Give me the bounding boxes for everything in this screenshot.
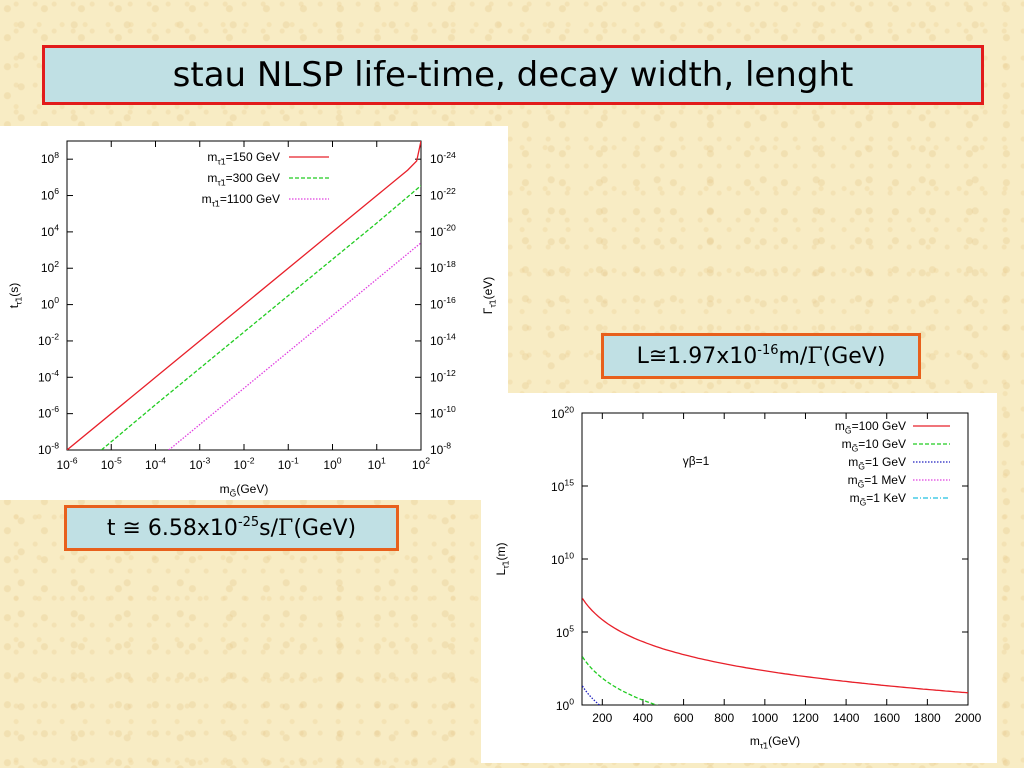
y-tick-label: 1020 [551, 405, 574, 421]
formula-approx: ≅ [122, 516, 141, 541]
y2-tick-label: 10-8 [430, 441, 451, 457]
y2-tick-label: 10-16 [430, 295, 456, 311]
y-tick-label: 104 [41, 222, 59, 238]
y2-tick-label: 10-22 [430, 186, 456, 202]
formula-symbol: L [636, 344, 649, 369]
x-tick-label: 10-4 [145, 456, 166, 472]
lifetime-chart-panel: 10-6 10-5 10-4 10-3 10-2 10-1 100 101 102 10-8 10-… [0, 126, 508, 500]
x-tick-label: 101 [368, 456, 386, 472]
y2-tick-label: 10-10 [430, 404, 456, 420]
formula-unit: s/ [259, 516, 279, 541]
x-tick-label: 1800 [914, 711, 941, 725]
series-line-2 [168, 242, 421, 450]
slide-title-box: stau NLSP life-time, decay width, lenght [42, 45, 984, 105]
x-tick-label: 10-5 [101, 456, 122, 472]
time-formula: t ≅ 6.58x10-25s/Γ(GeV) [107, 515, 356, 541]
x-tick-label: 1200 [792, 711, 819, 725]
y2-axis-label: Γτ̃1(eV) [481, 277, 498, 315]
formula-unit: m/ [778, 344, 808, 369]
y-tick-label: 102 [41, 259, 59, 275]
plot-frame [581, 412, 969, 706]
y2-tick-label: 10-14 [430, 332, 456, 348]
formula-symbol: t [106, 516, 123, 541]
formula-gamma-unit: (GeV) [822, 344, 886, 369]
series-line-0 [582, 598, 968, 694]
legend-label-3: mG̃=1 MeV [848, 473, 906, 490]
y-axis-label: Lτ̃1(m) [494, 543, 511, 576]
y2-tick-label: 10-12 [430, 368, 456, 384]
plot-frame [66, 140, 422, 451]
y-tick-label: 1010 [551, 551, 574, 567]
gamma-beta-annotation: γβ=1 [683, 454, 710, 468]
formula-gamma-unit: (GeV) [293, 516, 357, 541]
length-formula: L≅1.97x10-16m/Γ(GeV) [637, 343, 886, 369]
decay-length-chart: 200 400 600 800 1000 1200 1400 1600 1800 2000 100 1… [494, 405, 982, 751]
legend-label-0: mτ̃1=150 GeV [207, 150, 280, 167]
formula-exponent: -25 [237, 515, 260, 530]
x-axis-label: mG̃(GeV) [220, 482, 269, 499]
x-axis-label: mτ̃1(GeV) [750, 734, 800, 751]
y2-tick-label: 10-20 [430, 222, 456, 238]
legend-label-2: mτ̃1=1100 GeV [202, 192, 280, 209]
plot-area [67, 141, 421, 450]
y2-tick-label: 10-24 [430, 150, 456, 166]
time-formula-box: t ≅ 6.58x10-25s/Γ(GeV) [64, 505, 399, 551]
y-tick-label: 100 [41, 295, 59, 311]
lifetime-chart: 10-6 10-5 10-4 10-3 10-2 10-1 100 101 10210-810-… [7, 140, 498, 499]
decay-length-chart-panel: 200 400 600 800 1000 1200 1400 1600 1800 2000 100 1… [481, 393, 997, 763]
formula-mantissa: 1.97x10 [667, 344, 758, 369]
formula-gamma: Γ [807, 344, 823, 369]
formula-mantissa: 6.58x10 [140, 516, 238, 541]
y-tick-label: 108 [41, 150, 59, 166]
y-tick-label: 10-6 [38, 404, 59, 420]
y-tick-label: 10-4 [38, 368, 59, 384]
length-formula-box: L≅1.97x10-16m/Γ(GeV) [601, 333, 921, 379]
x-tick-label: 2000 [955, 711, 982, 725]
x-tick-label: 1600 [873, 711, 900, 725]
x-tick-label: 100 [323, 456, 341, 472]
y-tick-label: 105 [556, 624, 574, 640]
legend-label-4: mG̃=1 KeV [850, 491, 906, 508]
y2-tick-label: 10-18 [430, 259, 456, 275]
x-tick-label: 600 [674, 711, 694, 725]
x-tick-label: 400 [633, 711, 653, 725]
x-tick-label: 10-6 [56, 456, 77, 472]
y-axis-label: tτ̃1(s) [7, 283, 24, 309]
y-tick-label: 106 [41, 186, 59, 202]
legend-label-1: mτ̃1=300 GeV [207, 171, 280, 188]
x-tick-label: 10-3 [189, 456, 210, 472]
series-line-0 [67, 141, 421, 450]
x-tick-label: 200 [592, 711, 612, 725]
x-tick-label: 10-2 [233, 456, 254, 472]
y-tick-label: 1015 [551, 478, 574, 494]
x-tick-label: 102 [412, 456, 430, 472]
formula-approx: ≅ [648, 344, 668, 369]
y-tick-label: 10-8 [38, 441, 59, 457]
slide-title: stau NLSP life-time, decay width, lenght [172, 55, 854, 95]
formula-gamma: Γ [278, 516, 294, 541]
series-line-1 [582, 656, 659, 705]
x-tick-label: 800 [714, 711, 734, 725]
x-tick-label: 10-1 [278, 456, 299, 472]
y-tick-label: 10-2 [38, 332, 59, 348]
y-tick-label: 100 [556, 697, 574, 713]
series-line-1 [100, 185, 421, 450]
legend-label-0: mG̃=100 GeV [835, 419, 906, 436]
x-tick-label: 1400 [833, 711, 860, 725]
formula-exponent: -16 [757, 343, 779, 358]
legend-label-2: mG̃=1 GeV [848, 455, 906, 472]
x-tick-label: 1000 [751, 711, 778, 725]
legend-label-1: mG̃=10 GeV [842, 437, 906, 454]
